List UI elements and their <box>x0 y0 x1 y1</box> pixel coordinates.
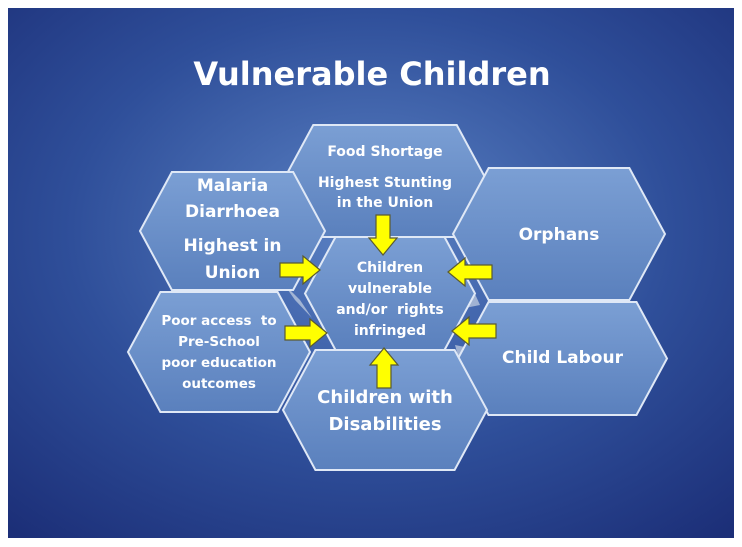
labels: Food Shortage Highest Stunting in the Unio… <box>161 144 623 435</box>
node-label: outcomes <box>182 376 256 392</box>
node-label: Child Labour <box>502 348 624 368</box>
node-label: Orphans <box>519 225 600 245</box>
arrow <box>367 214 399 256</box>
node-label: Highest in <box>184 236 282 256</box>
arrow <box>279 254 321 286</box>
node-label: Diarrhoea <box>185 202 280 222</box>
hexagon <box>126 291 312 413</box>
hexagon <box>303 236 477 351</box>
node-label: in the Union <box>337 195 433 211</box>
hexagon <box>281 349 489 471</box>
hexagon <box>138 171 327 291</box>
node-label: poor education <box>161 355 276 371</box>
node-label: Children with <box>317 387 453 408</box>
arrow <box>451 315 497 347</box>
node-label: Food Shortage <box>327 144 442 160</box>
hexagon <box>451 167 667 301</box>
arrow <box>447 256 493 288</box>
node-label: vulnerable <box>348 281 432 297</box>
node-label: and/or rights <box>336 302 444 318</box>
arrow <box>368 347 400 389</box>
shapes <box>126 124 669 471</box>
node-label: Malaria <box>197 176 268 196</box>
node-label: Highest Stunting <box>318 175 452 191</box>
node-label: Children <box>357 260 423 276</box>
connector <box>283 283 312 318</box>
node-label: Poor access to <box>161 313 276 329</box>
node-label: Union <box>205 263 261 283</box>
arrows <box>279 214 497 389</box>
arrow <box>284 317 328 349</box>
node-label: Disabilities <box>328 414 441 435</box>
title: Vulnerable Children <box>193 55 550 93</box>
node-label: Pre-School <box>178 334 260 350</box>
node-label: infringed <box>354 323 426 339</box>
